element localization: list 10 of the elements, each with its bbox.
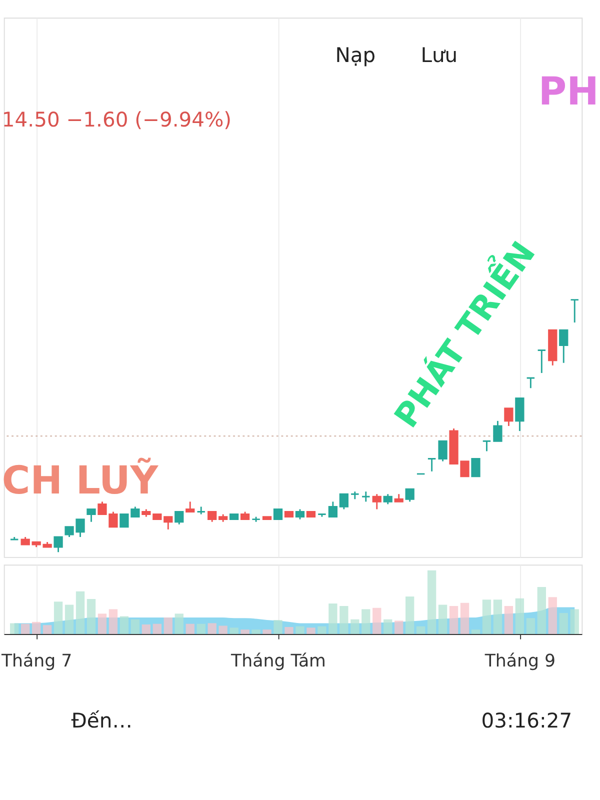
text: Đến… bbox=[71, 708, 132, 732]
text: 14.50 −1.60 (−9.94%) bbox=[2, 107, 232, 132]
x-tick-label: Tháng 7 bbox=[0, 651, 72, 672]
text: Nạp bbox=[335, 42, 376, 67]
x-tick-label: Tháng Tám bbox=[230, 651, 326, 672]
text: 03:16:27 bbox=[481, 708, 572, 732]
text: Lưu bbox=[420, 42, 458, 67]
x-tick-label: Tháng 9 bbox=[484, 651, 556, 672]
annotation: CH LUỸ bbox=[2, 457, 160, 504]
text: PH bbox=[538, 69, 599, 114]
